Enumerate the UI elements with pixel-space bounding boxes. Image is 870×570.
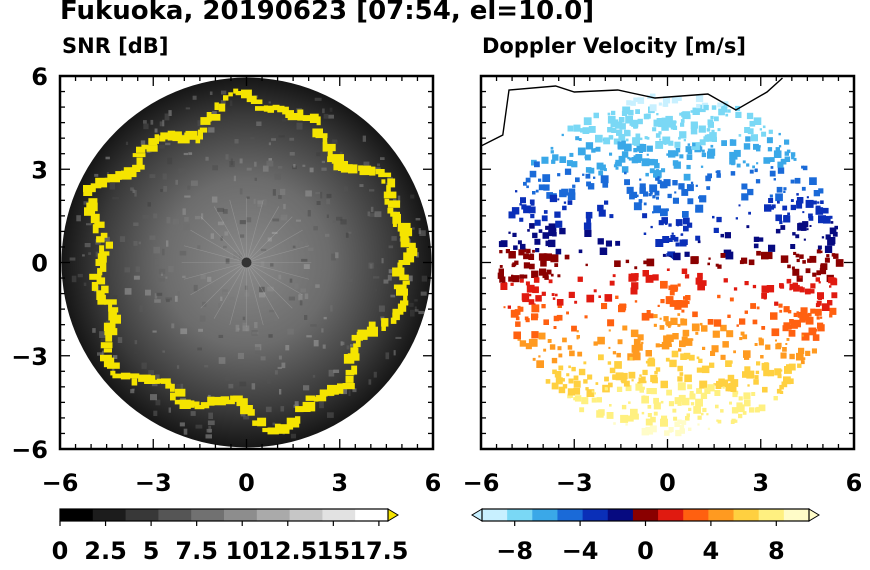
doppler-panel-title: Doppler Velocity [m/s] bbox=[482, 34, 746, 58]
colorbar-tick-label: −8 bbox=[496, 537, 533, 565]
colorbar-swatch bbox=[256, 509, 290, 521]
doppler-coastline bbox=[481, 77, 783, 147]
colorbar-swatch bbox=[532, 509, 558, 521]
snr-radar-center bbox=[241, 257, 252, 268]
x-tick-label: −6 bbox=[42, 469, 79, 497]
colorbar-swatch bbox=[708, 509, 734, 521]
doppler-panel bbox=[481, 77, 844, 437]
doppler-colorbar: −8 −4 0 4 8 bbox=[471, 508, 820, 565]
colorbar-swatch bbox=[355, 509, 389, 521]
snr-coastline bbox=[274, 76, 397, 81]
colorbar-swatch bbox=[125, 509, 159, 521]
colorbar-tick-label: 7.5 bbox=[175, 537, 218, 565]
colorbar-swatch bbox=[733, 509, 760, 521]
colorbar-tick-label: 12.5 bbox=[258, 537, 317, 565]
snr-radial-rays bbox=[181, 197, 312, 328]
colorbar-tick-label: 0 bbox=[52, 537, 69, 565]
colorbar-swatch bbox=[783, 509, 810, 521]
colorbar-tick-label: 15 bbox=[317, 537, 350, 565]
y-tick-label: −6 bbox=[11, 436, 48, 464]
colorbar-tick-label: 5 bbox=[143, 537, 160, 565]
colorbar-extend-max bbox=[387, 508, 399, 522]
figure-title: Fukuoka, 20190623 [07:54, el=10.0] bbox=[60, 0, 595, 26]
x-tick-label: 3 bbox=[752, 469, 769, 497]
doppler-axes: −6 −3 0 3 6 bbox=[463, 74, 863, 497]
y-tick-label: 6 bbox=[31, 63, 48, 91]
colorbar-swatch bbox=[582, 509, 609, 521]
colorbar-tick-label: 4 bbox=[703, 537, 720, 565]
x-tick-label: 0 bbox=[659, 469, 676, 497]
y-tick-label: 3 bbox=[31, 156, 48, 184]
x-tick-label: −3 bbox=[135, 469, 172, 497]
colorbar-outline bbox=[59, 508, 389, 522]
snr-axes: −6 −3 0 3 6 6 3 0 −3 −6 bbox=[11, 63, 441, 497]
snr-panel bbox=[61, 76, 432, 448]
colorbar-swatch bbox=[92, 509, 126, 521]
colorbar-swatch bbox=[158, 509, 192, 521]
x-tick-label: −3 bbox=[556, 469, 593, 497]
colorbar-swatch bbox=[224, 509, 258, 521]
colorbar-swatch bbox=[289, 509, 323, 521]
x-tick-label: 0 bbox=[238, 469, 255, 497]
colorbar-swatch bbox=[557, 509, 584, 521]
colorbar-tick-label: 17.5 bbox=[349, 537, 408, 565]
doppler-radar-center bbox=[661, 256, 674, 269]
colorbar-tick-label: 0 bbox=[637, 537, 654, 565]
y-tick-label: −3 bbox=[11, 343, 48, 371]
snr-colorbar: 0 2.5 5 7.5 10 12.5 15 17.5 bbox=[52, 508, 408, 565]
colorbar-swatch bbox=[607, 509, 634, 521]
doppler-velocity-field bbox=[497, 93, 844, 437]
colorbar-extend-max bbox=[808, 508, 820, 522]
colorbar-swatch bbox=[758, 509, 785, 521]
colorbar-swatch bbox=[507, 509, 533, 521]
colorbar-swatch bbox=[60, 509, 94, 521]
colorbar-extend-min bbox=[471, 508, 483, 522]
x-tick-label: −6 bbox=[463, 469, 500, 497]
colorbar-tick-label: 10 bbox=[226, 537, 259, 565]
snr-panel-title: SNR [dB] bbox=[62, 34, 169, 58]
colorbar-swatch bbox=[482, 509, 508, 521]
colorbar-tick-label: −4 bbox=[562, 537, 599, 565]
x-tick-label: 3 bbox=[331, 469, 348, 497]
colorbar-swatch bbox=[191, 509, 225, 521]
colorbar-swatch bbox=[632, 509, 659, 521]
colorbar-tick-label: 8 bbox=[768, 537, 785, 565]
snr-echo-ring bbox=[83, 88, 418, 435]
y-tick-label: 0 bbox=[31, 250, 48, 278]
x-tick-label: 6 bbox=[846, 469, 863, 497]
x-tick-label: 6 bbox=[425, 469, 442, 497]
colorbar-tick-label: 2.5 bbox=[84, 537, 127, 565]
colorbar-swatch bbox=[658, 509, 684, 521]
colorbar-swatch bbox=[322, 509, 356, 521]
colorbar-swatch bbox=[683, 509, 709, 521]
